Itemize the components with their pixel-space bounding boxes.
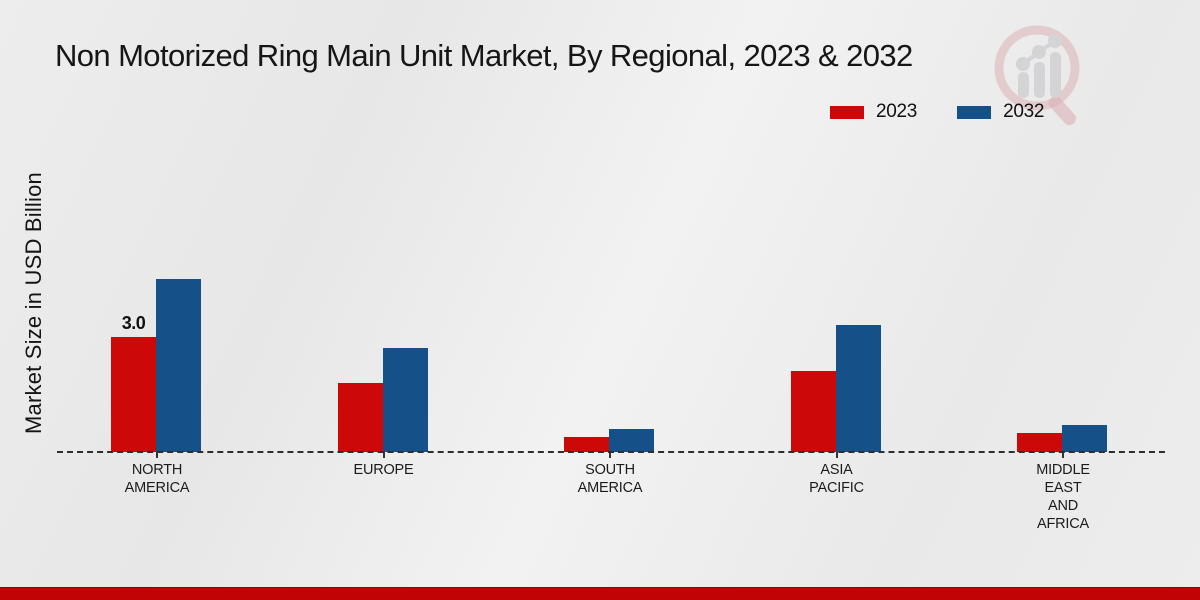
- x-axis-tick: [609, 452, 611, 458]
- x-axis-tick: [1062, 452, 1064, 458]
- bar-2023-south-america: [564, 437, 609, 452]
- x-axis-tick: [156, 452, 158, 458]
- category-label-asia-pacific: ASIA PACIFIC: [757, 461, 917, 497]
- magnifier-growth-chart-icon: [994, 25, 1080, 126]
- category-label-line: NORTH: [131, 462, 183, 478]
- bar-group-middle-east-and-africa: [1017, 425, 1107, 452]
- x-axis-baseline: [57, 451, 1165, 453]
- category-label-line: PACIFIC: [809, 480, 864, 496]
- category-label-middle-east-and-africa: MIDDLE EAST AND AFRICA: [983, 461, 1143, 533]
- bar-2023-europe: [337, 383, 383, 452]
- category-label-line: AMERICA: [577, 480, 643, 496]
- bar-group-europe: [337, 348, 428, 452]
- legend-label-2032: 2032: [1003, 101, 1045, 122]
- bar-2032-middle-east-and-africa: [1062, 425, 1107, 452]
- bar-2032-europe: [382, 348, 428, 452]
- category-label-line: EUROPE: [353, 462, 414, 478]
- legend-label-2023: 2023: [876, 101, 918, 122]
- bar-2023-middle-east-and-africa: [1017, 433, 1062, 452]
- bar-2023-asia-pacific: [790, 371, 836, 452]
- footer-accent-bar: [0, 587, 1200, 600]
- chart-title: Non Motorized Ring Main Unit Market, By …: [55, 38, 913, 73]
- category-label-line: ASIA: [820, 462, 853, 478]
- bar-group-south-america: [564, 429, 654, 452]
- category-label-line: EAST: [1044, 480, 1082, 496]
- bar-group-north-america: [111, 279, 201, 452]
- bar-2023-north-america: [111, 337, 156, 452]
- legend-swatch-2023: [830, 105, 864, 119]
- data-label-2023: 3.0: [121, 313, 146, 333]
- category-label-europe: EUROPE: [304, 461, 464, 479]
- category-label-line: AND: [1047, 498, 1078, 514]
- bar-2032-asia-pacific: [835, 325, 881, 452]
- category-label-line: SOUTH: [585, 462, 635, 478]
- bar-2032-south-america: [609, 429, 654, 452]
- category-label-north-america: NORTH AMERICA: [77, 461, 237, 497]
- category-label-line: AMERICA: [124, 480, 190, 496]
- category-label-line: AFRICA: [1037, 516, 1089, 532]
- bar-group-asia-pacific: [790, 325, 881, 452]
- watermark-logo: [985, 20, 1095, 128]
- x-axis-tick: [835, 452, 838, 458]
- legend: 2023 2032: [830, 101, 1044, 123]
- legend-swatch-2032: [957, 105, 992, 119]
- category-label-line: MIDDLE: [1036, 462, 1090, 478]
- x-axis-tick: [382, 452, 385, 458]
- legend-item-2032: 2032: [957, 101, 1044, 123]
- category-label-south-america: SOUTH AMERICA: [530, 461, 690, 497]
- legend-item-2023: 2023: [830, 101, 917, 123]
- bar-2032-north-america: [156, 279, 201, 452]
